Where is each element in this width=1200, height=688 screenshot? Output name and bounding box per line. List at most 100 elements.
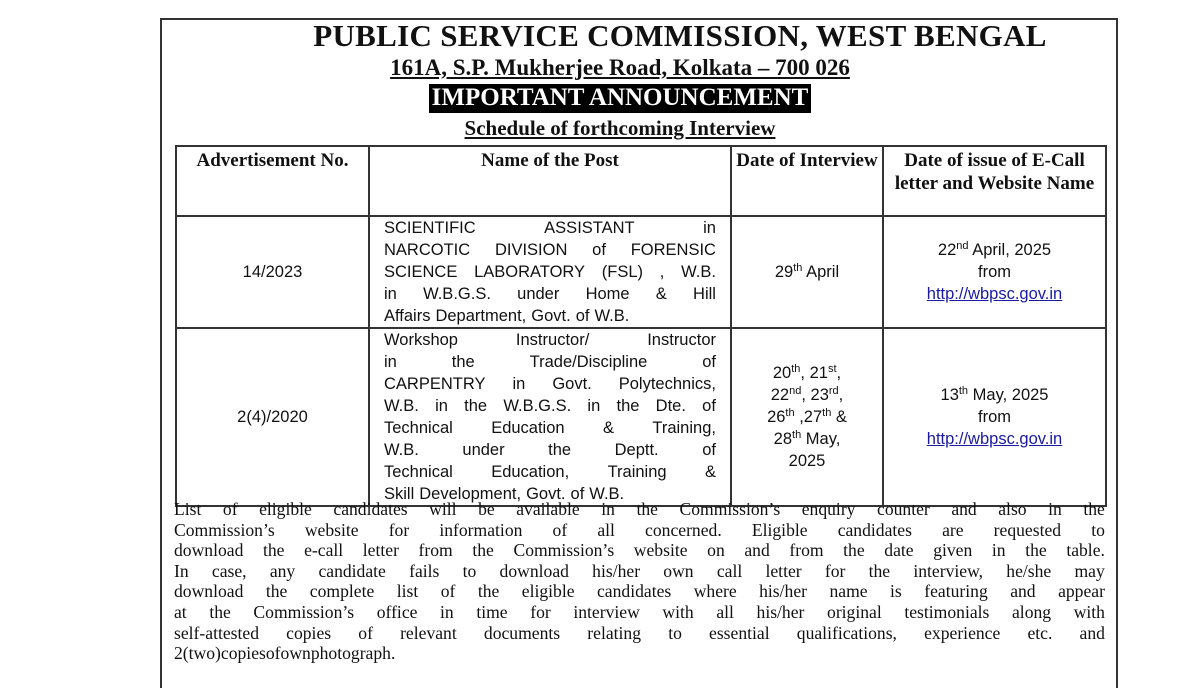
word: List	[174, 499, 202, 519]
word: will	[429, 499, 457, 519]
word: self-attested	[174, 622, 259, 643]
word: of	[702, 353, 716, 371]
adv-no-cell: 14/2023	[175, 215, 370, 329]
word: Commission’s	[513, 540, 615, 561]
word: &	[602, 419, 614, 437]
text-line: In case, any candidate fails to download his/he…	[174, 561, 1105, 582]
date-text: May,	[801, 430, 841, 448]
interview-schedule-table: Advertisement No. Name of the Post Date …	[175, 145, 1107, 507]
word: his/her	[592, 560, 641, 581]
word: for	[824, 560, 846, 581]
date-text: ,27	[794, 408, 823, 426]
date-text: April, 2025	[968, 241, 1052, 259]
word: W.B.	[384, 397, 419, 415]
word: &	[655, 285, 667, 303]
date-text: May, 2025	[968, 386, 1049, 404]
word: SCIENTIFIC	[384, 219, 476, 237]
word: all	[597, 519, 615, 540]
word: eligible	[259, 499, 312, 519]
text-line: NARCOTIC DIVISION of FORENSIC	[384, 239, 716, 261]
text-line: self-attested copies of relevant documents re…	[174, 623, 1105, 644]
date-line: 28th May,	[732, 428, 882, 450]
word: the	[209, 601, 231, 622]
word: of	[265, 643, 281, 664]
text-line: Affairs Department, Govt. of W.B.	[384, 305, 716, 327]
word: the	[477, 581, 500, 602]
ordinal-suffix: nd	[956, 240, 969, 252]
word: download	[499, 560, 569, 581]
ecall-cell: 22nd April, 2025 from http://wbpsc.gov.in	[882, 215, 1107, 329]
word: interview,	[913, 560, 984, 581]
word: at	[174, 601, 187, 622]
word: from	[789, 540, 824, 561]
website-link[interactable]: http://wbpsc.gov.in	[926, 430, 1063, 448]
text-line: List of eligible candidates will be available i…	[174, 499, 1105, 520]
date-text: ,	[836, 364, 842, 382]
word: website	[633, 540, 688, 561]
word: SCIENCE	[384, 263, 458, 281]
date-text: April	[802, 263, 840, 281]
word: the	[263, 540, 285, 561]
word: W.B.	[384, 441, 419, 459]
word: etc.	[1027, 622, 1053, 643]
text-line: 2 (two) copies of own photograph.	[174, 643, 1105, 664]
word: from	[418, 540, 453, 561]
word: original	[827, 601, 882, 622]
word: Govt.	[531, 307, 571, 325]
date-text: 13	[940, 386, 959, 404]
word: of	[440, 581, 456, 602]
date-text: 22	[937, 241, 957, 259]
word: the	[548, 441, 572, 459]
word: with	[1073, 601, 1105, 622]
date-text: 29	[774, 263, 794, 281]
announcement-label: IMPORTANT ANNOUNCEMENT	[428, 84, 812, 113]
word: requested	[993, 519, 1062, 540]
date-text: 26	[767, 408, 786, 426]
notice-frame	[160, 18, 1118, 688]
word: (FSL)	[601, 263, 644, 281]
text-line: download the complete list of the eligible cand…	[174, 581, 1105, 602]
word: concerned.	[645, 519, 722, 540]
word: of	[358, 622, 373, 643]
text-line: W.B. under the Deptt. of	[384, 439, 716, 461]
word: Govt.	[526, 485, 566, 503]
word: fails	[409, 560, 440, 581]
word: name	[829, 581, 868, 602]
word: LABORATORY	[474, 263, 586, 281]
word: W.B.	[681, 263, 716, 281]
word: the	[616, 397, 640, 415]
word: on	[707, 540, 725, 561]
word: are	[942, 519, 964, 540]
word: W.B.G.S.	[503, 397, 572, 415]
word: download	[174, 540, 244, 561]
word: Workshop	[384, 331, 458, 349]
date-line: 22nd, 23rd,	[732, 384, 882, 406]
word: W.B.	[589, 485, 625, 503]
word: Affairs	[384, 307, 431, 325]
word: his/her	[756, 601, 805, 622]
word: in	[991, 540, 1006, 561]
website-link[interactable]: http://wbpsc.gov.in	[926, 285, 1063, 303]
word: to	[668, 622, 682, 643]
word: Commission’s	[174, 519, 275, 540]
word: all	[716, 601, 734, 622]
date-text: 28	[773, 430, 793, 448]
word: Technical	[384, 463, 453, 481]
text-line: Workshop Instructor/Instructor	[384, 329, 716, 351]
word: copies	[220, 643, 266, 664]
word: photograph.	[310, 643, 396, 664]
date-text: &	[831, 408, 847, 426]
word: appear	[1058, 581, 1105, 602]
word: and	[1079, 622, 1105, 643]
word: In	[174, 560, 189, 581]
text-line: download the e-call letter from the Commission…	[174, 540, 1105, 561]
word: in	[1048, 499, 1062, 519]
text-line: Commission’s website for information of all co…	[174, 520, 1105, 541]
word: Trade/Discipline	[529, 353, 648, 371]
word: time	[476, 601, 508, 622]
word: of	[575, 307, 590, 325]
word: he/she	[1006, 560, 1052, 581]
word: the	[265, 581, 288, 602]
word: the	[1083, 499, 1105, 519]
word: complete	[309, 581, 375, 602]
